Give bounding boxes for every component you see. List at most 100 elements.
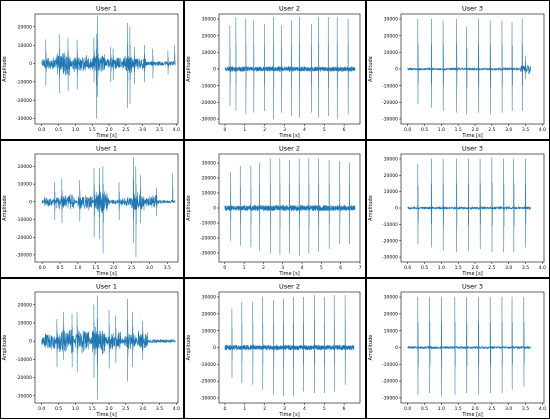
waveform-series — [41, 15, 176, 119]
x-tick-label: 3.5 — [522, 406, 529, 412]
x-axis-label: Time [s] — [95, 271, 116, 277]
x-tick-label: 2.5 — [122, 406, 129, 412]
x-tick-label: 1.0 — [72, 127, 79, 133]
x-axis-label: Time [s] — [95, 133, 116, 139]
x-tick-label: 6 — [339, 265, 342, 271]
chart-panel: User 3 0.0 0.5 1.0 1.5 2.0 2.5 3.0 3.5 4.0 -30000 -… — [366, 140, 550, 278]
chart-svg: User 1 0.0 0.5 1.0 1.5 2.0 2.5 3.0 3.5 4.0 -30000 -… — [2, 283, 180, 419]
y-tick-label: -20000 — [382, 379, 398, 385]
y-tick-label: 0 — [29, 339, 32, 345]
y-tick-label: -30000 — [16, 116, 32, 122]
x-tick-label: 3.0 — [505, 127, 512, 133]
x-tick-label: 2.5 — [488, 406, 495, 412]
y-tick-label: 20000 — [202, 176, 216, 182]
y-tick-label: -30000 — [200, 117, 216, 123]
y-tick-label: 20000 — [202, 311, 216, 317]
y-tick-label: -10000 — [200, 83, 216, 89]
y-tick-label: 0 — [29, 61, 32, 67]
y-tick-label: -30000 — [16, 393, 32, 399]
y-tick-label: -30000 — [200, 251, 216, 257]
y-tick-label: 20000 — [384, 311, 398, 317]
x-tick-label: 0.0 — [38, 127, 45, 133]
y-tick-label: 10000 — [18, 182, 32, 188]
x-tick-label: 1.0 — [438, 265, 445, 271]
x-tick-label: 4.0 — [173, 127, 180, 133]
y-tick-label: -10000 — [200, 362, 216, 368]
x-tick-label: 3.0 — [139, 127, 146, 133]
y-tick-label: 0 — [395, 67, 398, 73]
chart-title: User 2 — [279, 5, 300, 13]
x-tick-label: 2.0 — [471, 265, 478, 271]
chart-panel: User 1 0.0 0.5 1.0 1.5 2.0 2.5 3.0 3.5 4.0 -30000 -… — [0, 278, 184, 419]
chart-svg: User 2 0 1 2 3 4 5 6 7 -30000 -20000 -10000 0 10000 20… — [186, 145, 362, 278]
y-tick-label: 0 — [395, 206, 398, 212]
chart-title: User 1 — [96, 145, 117, 153]
chart-title: User 3 — [462, 145, 483, 153]
x-tick-label: 0.5 — [421, 265, 428, 271]
y-tick-label: -10000 — [382, 362, 398, 368]
y-axis-label: Amplitude — [2, 335, 8, 361]
x-tick-label: 5 — [320, 265, 323, 271]
chart-title: User 1 — [96, 5, 117, 13]
plot-frame — [34, 153, 179, 263]
x-tick-label: 2.0 — [105, 406, 112, 412]
x-tick-label: 1.0 — [438, 127, 445, 133]
y-tick-label: 0 — [213, 345, 216, 351]
chart-panel: User 1 0.0 0.5 1.0 1.5 2.0 2.5 3.0 3.5 4.0 -30000 -… — [0, 0, 184, 140]
x-tick-label: 6 — [343, 406, 346, 412]
y-tick-label: 30000 — [384, 295, 398, 301]
x-tick-label: 2.0 — [110, 265, 117, 271]
chart-panel: User 1 0.0 0.5 1.0 1.5 2.0 2.5 3.0 3.5 -30000 -200… — [0, 140, 184, 278]
x-tick-label: 0.5 — [55, 406, 62, 412]
x-tick-label: 4 — [303, 406, 306, 412]
chart-panel: User 2 0 1 2 3 4 5 6 -30000 -20000 -10000 0 10000 200… — [184, 0, 366, 140]
waveform-series — [41, 157, 176, 257]
x-tick-label: 1.0 — [438, 406, 445, 412]
chart-panel: User 3 0.0 0.5 1.0 1.5 2.0 2.5 3.0 3.5 4.0 -30000 -… — [366, 0, 550, 140]
chart-svg: User 1 0.0 0.5 1.0 1.5 2.0 2.5 3.0 3.5 4.0 -30000 -… — [2, 5, 180, 140]
x-axis-label: Time [s] — [461, 133, 482, 139]
x-tick-label: 2 — [263, 127, 266, 133]
x-tick-label: 2 — [262, 265, 265, 271]
y-tick-label: 30000 — [384, 157, 398, 163]
y-tick-label: 20000 — [18, 164, 32, 170]
x-axis-label: Time [s] — [278, 271, 299, 277]
y-axis-label: Amplitude — [186, 335, 192, 361]
y-tick-label: -10000 — [382, 83, 398, 89]
waveform-series — [224, 295, 355, 397]
x-tick-label: 3.5 — [522, 265, 529, 271]
y-tick-label: 0 — [29, 199, 32, 205]
y-tick-label: 0 — [395, 345, 398, 351]
x-tick-label: 2.5 — [122, 127, 129, 133]
chart-svg: User 2 0 1 2 3 4 5 6 -30000 -20000 -10000 0 10000 200… — [186, 283, 361, 418]
y-tick-label: -20000 — [200, 236, 216, 242]
x-tick-label: 0 — [224, 406, 227, 412]
y-tick-label: -30000 — [16, 253, 32, 259]
x-tick-label: 0.0 — [404, 265, 411, 271]
y-axis-label: Amplitude — [368, 335, 374, 361]
chart-title: User 2 — [279, 283, 300, 291]
x-tick-label: 1.0 — [74, 265, 81, 271]
x-tick-label: 4 — [303, 127, 306, 133]
y-tick-label: -30000 — [382, 255, 398, 261]
chart-svg: User 1 0.0 0.5 1.0 1.5 2.0 2.5 3.0 3.5 -30000 -200… — [2, 145, 179, 277]
x-axis-label: Time [s] — [278, 133, 299, 139]
x-tick-label: 0.5 — [421, 406, 428, 412]
x-tick-label: 4.0 — [539, 265, 546, 271]
y-tick-label: -30000 — [382, 396, 398, 402]
y-tick-label: 30000 — [384, 17, 398, 23]
x-tick-label: 4.0 — [539, 406, 546, 412]
y-tick-label: -20000 — [200, 379, 216, 385]
x-tick-label: 3.0 — [139, 406, 146, 412]
x-tick-label: 1.5 — [92, 265, 99, 271]
x-tick-label: 2 — [263, 406, 266, 412]
x-tick-label: 3 — [283, 406, 286, 412]
x-tick-label: 2.0 — [471, 406, 478, 412]
x-tick-label: 3 — [281, 265, 284, 271]
chart-title: User 3 — [462, 283, 483, 291]
y-tick-label: 20000 — [18, 302, 32, 308]
x-tick-label: 0 — [224, 127, 227, 133]
waveform-series — [407, 18, 531, 115]
y-tick-label: -30000 — [200, 396, 216, 402]
